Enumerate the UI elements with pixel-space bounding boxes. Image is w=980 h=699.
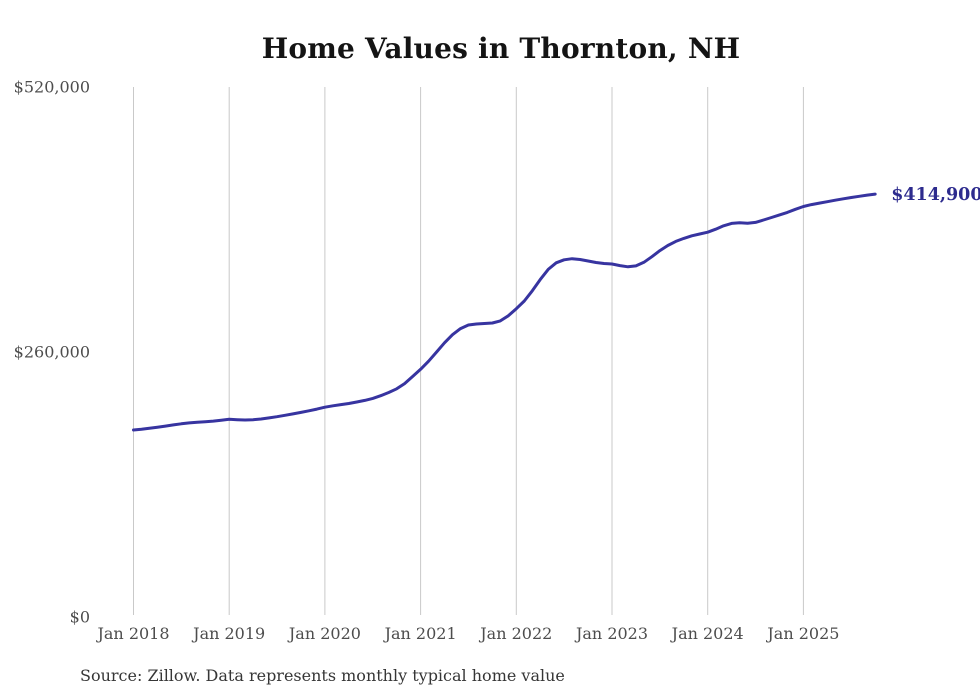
x-axis-tick-label: Jan 2024 (670, 624, 744, 643)
latest-value-label: $414,900 (891, 185, 980, 205)
y-axis-tick-label: $260,000 (14, 343, 90, 362)
x-axis-tick-label: Jan 2019 (191, 624, 265, 643)
x-axis-tick-label: Jan 2025 (765, 624, 839, 643)
x-axis-tick-label: Jan 2018 (95, 624, 169, 643)
x-axis-tick-label: Jan 2022 (478, 624, 552, 643)
x-axis-tick-label: Jan 2023 (574, 624, 648, 643)
x-axis-tick-labels: Jan 2018 Jan 2019 Jan 2020 Jan 2021 Jan 2022… (95, 624, 839, 643)
chart-title: Home Values in Thornton, NH (261, 32, 741, 65)
home-value-line (132, 192, 877, 432)
y-axis-tick-label: $0 (70, 608, 90, 627)
source-note: Source: Zillow. Data represents monthly … (80, 666, 565, 685)
y-axis-tick-labels: $0 $260,000 $520,000 (14, 78, 90, 627)
vertical-gridlines (133, 87, 804, 615)
x-axis-tick-label: Jan 2021 (383, 624, 457, 643)
x-axis-tick-label: Jan 2020 (287, 624, 361, 643)
y-axis-tick-label: $520,000 (14, 78, 90, 97)
